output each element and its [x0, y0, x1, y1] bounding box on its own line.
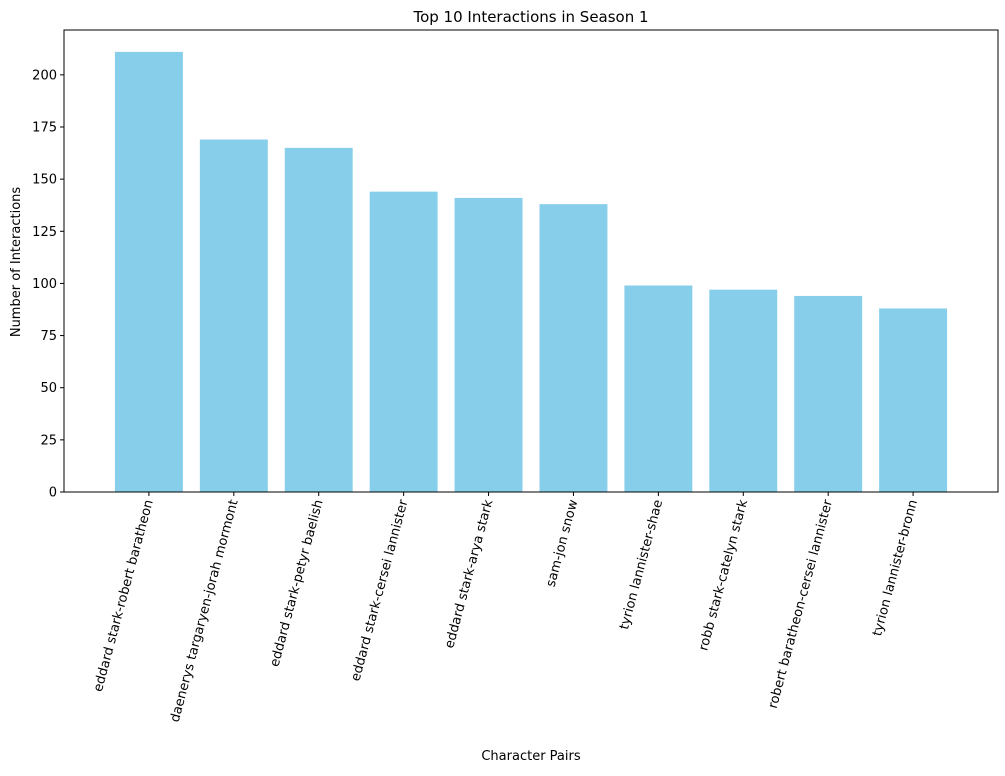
bar	[794, 295, 863, 492]
x-tick-label: tyrion lannister-bronn	[870, 498, 921, 638]
y-axis-label: Number of Interactions	[9, 187, 24, 338]
bar	[369, 191, 438, 492]
x-tick-label: daenerys targaryen-jorah mormont	[168, 498, 242, 724]
chart-title: Top 10 Interactions in Season 1	[412, 8, 648, 26]
x-tick-label: robb stark-catelyn stark	[696, 498, 751, 653]
bar	[114, 51, 183, 493]
x-axis-label: Character Pairs	[481, 749, 580, 764]
bar	[709, 289, 778, 492]
y-tick-label: 0	[49, 486, 57, 501]
y-tick-label: 175	[32, 120, 57, 135]
bar	[284, 147, 353, 492]
x-tick-label: tyrion lannister-shae	[617, 498, 666, 631]
bar	[539, 204, 608, 492]
y-tick-label: 25	[40, 433, 57, 448]
y-tick-label: 200	[32, 68, 57, 83]
x-tick-label: sam-jon snow	[544, 498, 582, 589]
x-tick-label: robert baratheon-cersei lannister	[766, 498, 836, 711]
bar	[199, 139, 268, 492]
bar	[879, 308, 948, 492]
x-tick-label: eddard stark-robert baratheon	[91, 498, 157, 693]
y-tick-label: 125	[32, 225, 57, 240]
x-tick-label: eddard stark-petyr baelish	[267, 498, 326, 668]
bar	[454, 197, 523, 492]
bar	[624, 285, 693, 492]
bars-layer	[114, 51, 948, 493]
y-tick-label: 75	[40, 329, 57, 344]
y-tick-label: 50	[40, 381, 57, 396]
y-axis: 0 25 50 75 100 125 150 175 200	[32, 68, 64, 501]
x-tick-label: eddard stark-arya stark	[442, 498, 496, 650]
x-axis: eddard stark-robert baratheon daenerys ta…	[91, 492, 921, 724]
plot-frame	[63, 29, 999, 493]
x-tick-label: eddard stark-cersei lannister	[349, 498, 412, 683]
y-tick-label: 150	[32, 173, 57, 188]
y-tick-label: 100	[32, 277, 57, 292]
